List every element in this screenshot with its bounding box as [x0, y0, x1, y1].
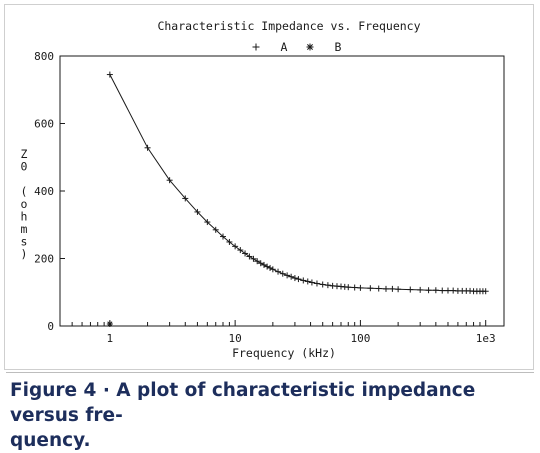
series-a-point — [246, 253, 253, 260]
chart-title: Characteristic Impedance vs. Frequency — [157, 19, 420, 33]
impedance-chart: Characteristic Impedance vs. Frequency A… — [21, 19, 505, 360]
x-axis-ticks: 1 10 100 1e3 — [59, 320, 496, 345]
series-a-point — [357, 284, 364, 291]
y-tick-label: 0 — [47, 320, 54, 333]
series-a-point — [319, 281, 326, 288]
series-a-point — [219, 233, 226, 240]
series-a-point — [242, 250, 249, 257]
series-a-point — [382, 285, 389, 292]
series-a-point — [345, 284, 352, 291]
series-a-line — [109, 74, 486, 292]
caption-divider — [6, 372, 534, 373]
legend-label: B — [335, 40, 342, 54]
series-a-point — [279, 270, 286, 277]
x-tick-label: 100 — [350, 332, 370, 345]
series-a-point — [389, 285, 396, 292]
figure-frame — [4, 4, 534, 370]
series-a-point — [237, 247, 244, 254]
caption-line-2: quency. — [10, 430, 91, 451]
series-a-point — [257, 260, 264, 267]
y-tick-label: 200 — [34, 253, 54, 266]
series-a-point — [407, 286, 414, 293]
caption-line-1: Figure 4 · A plot of characteristic impe… — [10, 380, 476, 426]
series-a-point — [417, 286, 424, 293]
x-axis-label: Frequency (kHz) — [232, 346, 336, 360]
data-markers — [106, 71, 489, 327]
series-a-point — [432, 287, 439, 294]
x-tick-label: 10 — [229, 332, 242, 345]
series-a-point — [275, 268, 282, 275]
x-tick-label: 1e3 — [476, 332, 496, 345]
series-a-point — [264, 263, 271, 270]
series-a-point — [439, 287, 446, 294]
series-a-point — [324, 282, 331, 289]
series-a-point — [269, 266, 276, 273]
series-a-point — [144, 144, 151, 151]
series-a-point — [261, 261, 268, 268]
series-a-point — [204, 219, 211, 226]
series-a-point — [254, 258, 261, 265]
plot-area-frame — [59, 55, 505, 327]
series-a-point — [295, 276, 302, 283]
series-a-point — [313, 280, 320, 287]
series-a-point — [425, 287, 432, 294]
series-a-point — [250, 255, 257, 262]
series-a-point — [232, 243, 239, 250]
series-a-point — [395, 286, 402, 293]
x-tick-label: 1 — [107, 332, 114, 345]
series-a-point — [304, 278, 311, 285]
legend-marker-star-icon — [306, 43, 314, 51]
series-a-point — [284, 272, 291, 279]
series-a-point — [351, 284, 358, 291]
y-tick-label: 400 — [34, 185, 54, 198]
legend-marker-plus-icon — [252, 43, 260, 51]
series-a-point — [212, 226, 219, 233]
series-a-point — [300, 277, 307, 284]
y-axis-ticks: 0 200 400 600 800 — [34, 50, 65, 333]
series-a-point — [375, 285, 382, 292]
series-a-point — [226, 238, 233, 245]
series-a-point — [482, 288, 489, 295]
figure-caption: Figure 4 · A plot of characteristic impe… — [10, 378, 530, 453]
series-a-point — [106, 71, 113, 78]
series-a-point — [194, 208, 201, 215]
series-a-point — [182, 195, 189, 202]
series-a-point — [267, 264, 274, 271]
series-b-point — [106, 321, 113, 327]
series-a-point — [288, 273, 295, 280]
series-a-point — [166, 177, 173, 184]
series-a-point — [308, 279, 315, 286]
legend-label: A — [281, 40, 288, 54]
series-a-point — [367, 285, 374, 292]
y-tick-label: 800 — [34, 50, 54, 63]
series-a-point — [291, 275, 298, 282]
series-a-point — [444, 287, 451, 294]
y-tick-label: 600 — [34, 118, 54, 131]
